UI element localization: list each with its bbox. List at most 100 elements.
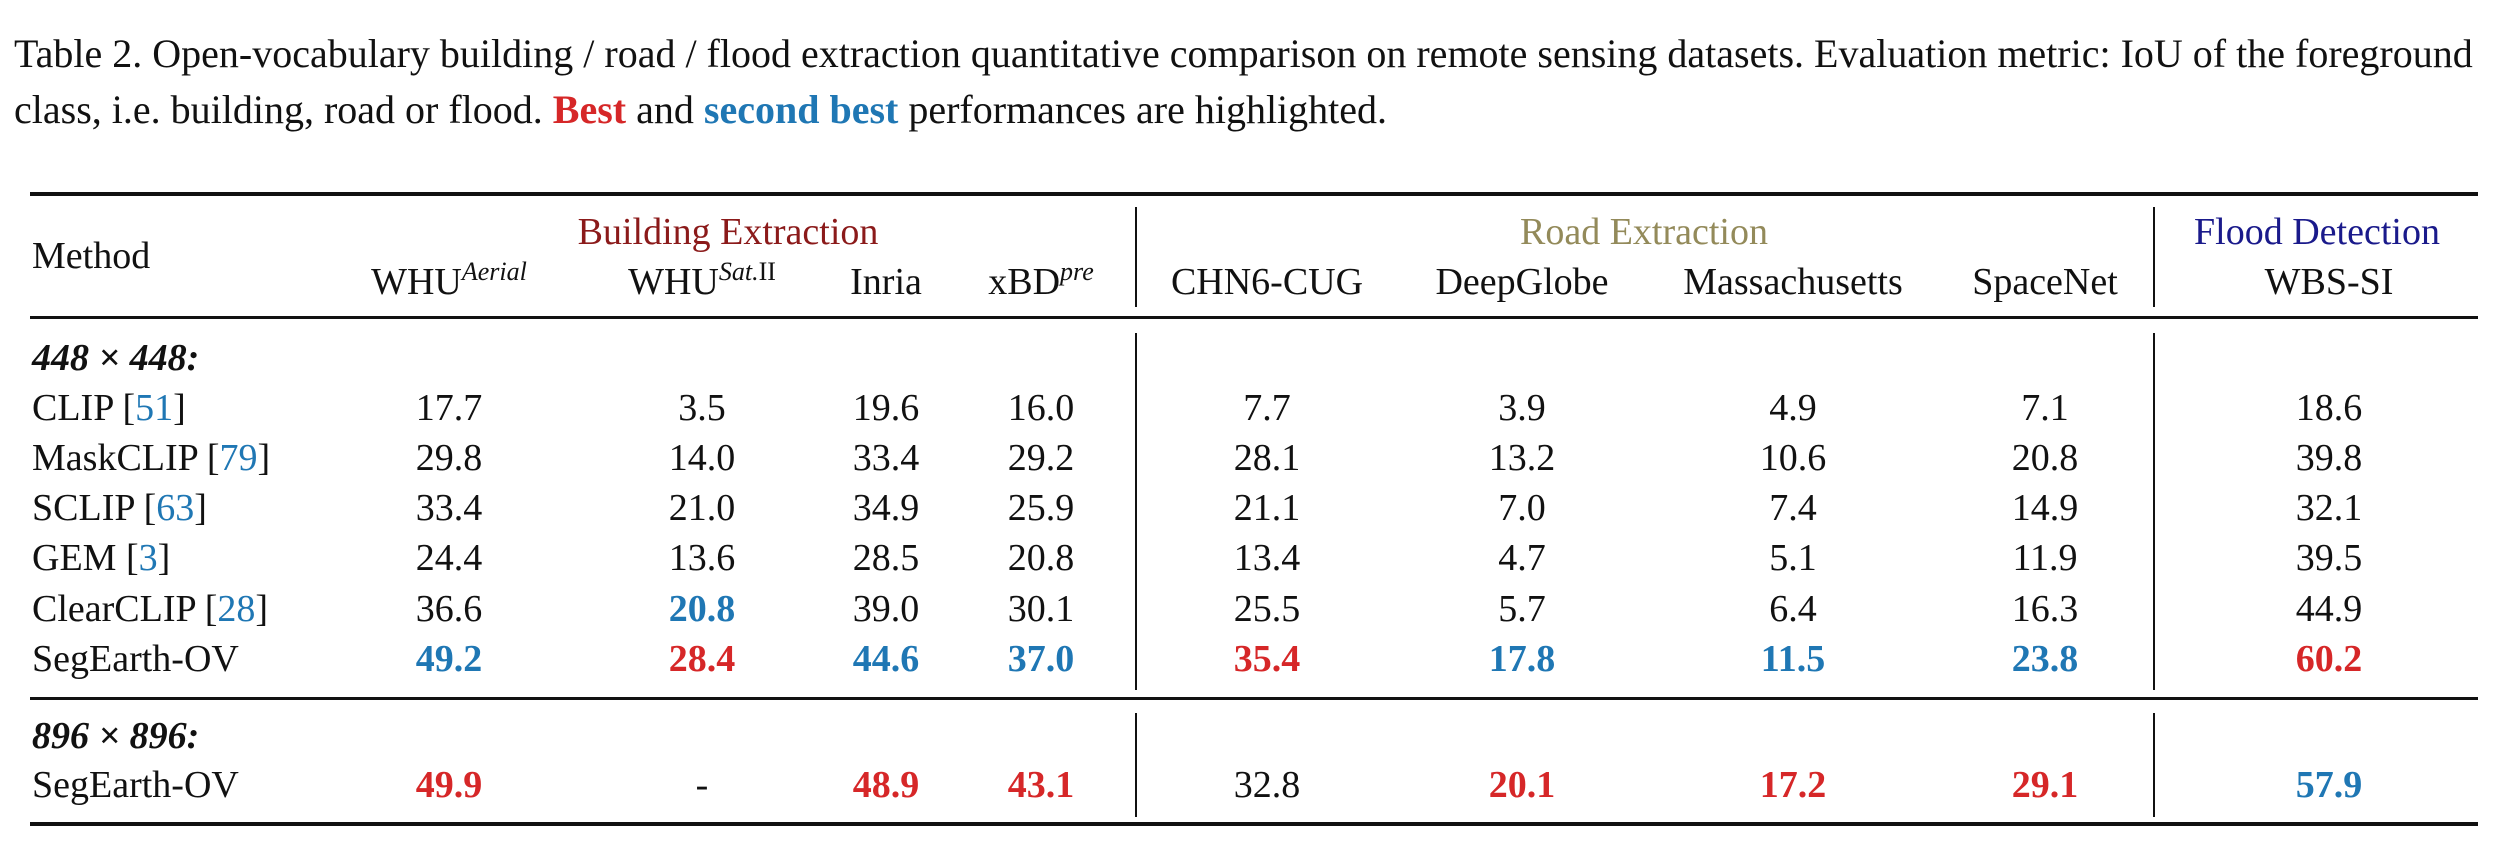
method-name: MaskCLIP [79] — [32, 436, 270, 480]
citation-bracket: ] — [255, 588, 269, 630]
table-cell: 7.0 — [1498, 487, 1546, 529]
table-cell: 25.5 — [1233, 588, 1301, 630]
method-name: GEM [3] — [32, 536, 170, 580]
method-header: Method — [32, 235, 151, 277]
table-cell: 7.7 — [1243, 387, 1291, 429]
group-separator — [2153, 333, 2155, 690]
table-cell: 57.9 — [2295, 764, 2363, 806]
col-header-inria: Inria — [850, 261, 922, 303]
col-header-whu-aerial: WHUAerial — [371, 259, 527, 304]
group-separator — [2153, 713, 2155, 817]
method-name: SegEarth-OV — [32, 637, 239, 681]
citation-link[interactable]: 51 — [135, 387, 174, 429]
table-cell: 33.4 — [852, 437, 920, 479]
caption-suffix: performances are highlighted. — [908, 87, 1388, 132]
table-cell: 17.8 — [1488, 638, 1556, 680]
table-cell: 5.1 — [1769, 537, 1817, 579]
table-cell: 11.9 — [2012, 537, 2078, 579]
table-cell: 4.7 — [1498, 537, 1546, 579]
building-extraction-group-header: Building Extraction — [577, 211, 879, 253]
group-separator — [1135, 333, 1137, 690]
caption-best-label: Best — [552, 87, 627, 132]
group-separator — [1135, 713, 1137, 817]
table-cell: 20.8 — [1007, 537, 1075, 579]
road-extraction-group-header: Road Extraction — [1520, 211, 1768, 253]
method-label: SCLIP — [32, 487, 135, 529]
citation-bracket: ] — [157, 537, 171, 579]
table-cell: 49.2 — [415, 638, 483, 680]
table-cell: 5.7 — [1498, 588, 1546, 630]
method-name: CLIP [51] — [32, 386, 186, 430]
caption-second-label: second best — [703, 87, 899, 132]
group-separator — [2153, 207, 2155, 307]
citation-link[interactable]: 28 — [217, 588, 256, 630]
table-cell: 16.3 — [2011, 588, 2079, 630]
citation-link[interactable]: 63 — [156, 487, 195, 529]
table-cell: 44.6 — [852, 638, 920, 680]
method-label: MaskCLIP — [32, 437, 198, 479]
citation-link[interactable]: 79 — [219, 437, 258, 479]
table-cell: 11.5 — [1760, 638, 1826, 680]
header-rule — [30, 316, 2478, 319]
citation-bracket: ] — [194, 487, 207, 529]
whu-aerial-base: WHU — [371, 261, 462, 303]
citation-bracket: [ — [116, 537, 139, 579]
method-label: ClearCLIP — [32, 588, 196, 630]
table-cell: 18.6 — [2295, 387, 2363, 429]
method-label: SegEarth-OV — [32, 764, 239, 806]
col-header-wbs-si: WBS-SI — [2264, 261, 2394, 303]
table-cell: 48.9 — [852, 764, 920, 806]
col-header-xbd: xBDpre — [988, 259, 1094, 304]
citation-bracket: [ — [134, 487, 157, 529]
flood-detection-group-header: Flood Detection — [2194, 211, 2440, 253]
table-cell: 20.8 — [2011, 437, 2079, 479]
table-cell: 6.4 — [1769, 588, 1817, 630]
method-name: ClearCLIP [28] — [32, 587, 268, 631]
caption-prefix: Table 2. Open-vocabulary building / road… — [14, 31, 2473, 132]
citation-bracket: [ — [197, 437, 220, 479]
citation-bracket: ] — [257, 437, 271, 479]
table-cell: 29.8 — [415, 437, 483, 479]
table-cell: 16.0 — [1007, 387, 1075, 429]
table-cell: 24.4 — [415, 537, 483, 579]
table-cell: 3.9 — [1498, 387, 1546, 429]
table-cell: 34.9 — [852, 487, 920, 529]
table-cell: 13.4 — [1233, 537, 1301, 579]
table-cell: 32.1 — [2295, 487, 2363, 529]
method-label: SegEarth-OV — [32, 638, 239, 680]
table-cell: 49.9 — [415, 764, 483, 806]
method-label: GEM — [32, 537, 117, 579]
table-cell: 28.4 — [668, 638, 736, 680]
whu-sat-superscript: Sat.II — [719, 257, 776, 286]
table-cell: 39.0 — [852, 588, 920, 630]
table-cell: 21.1 — [1233, 487, 1301, 529]
col-header-spacenet: SpaceNet — [1972, 261, 2118, 303]
citation-bracket: ] — [173, 387, 186, 429]
table-cell: 60.2 — [2295, 638, 2363, 680]
whu-sat-base: WHU — [628, 261, 719, 303]
table-cell: 7.1 — [2021, 387, 2069, 429]
xbd-base: xBD — [988, 261, 1061, 303]
table-cell: 36.6 — [415, 588, 483, 630]
table-cell: 28.5 — [852, 537, 920, 579]
table-cell: 33.4 — [415, 487, 483, 529]
table-cell: 44.9 — [2295, 588, 2363, 630]
table-cell: 29.1 — [2011, 764, 2079, 806]
section-label: 448 × 448: — [32, 337, 200, 379]
table-cell: 43.1 — [1007, 764, 1075, 806]
whu-sat-superscript-roman: II — [758, 257, 776, 286]
table-cell: 23.8 — [2011, 638, 2079, 680]
table-cell: 14.0 — [668, 437, 736, 479]
table-cell: 30.1 — [1007, 588, 1075, 630]
table-caption: Table 2. Open-vocabulary building / road… — [14, 26, 2494, 138]
section-rule — [30, 697, 2478, 700]
table-cell: 17.2 — [1759, 764, 1827, 806]
col-header-massachusetts: Massachusetts — [1683, 261, 1903, 303]
citation-bracket: [ — [112, 387, 136, 429]
col-header-whu-sat: WHUSat.II — [628, 257, 776, 304]
table-cell: 39.8 — [2295, 437, 2363, 479]
top-rule — [30, 192, 2478, 196]
citation-link[interactable]: 3 — [138, 537, 158, 579]
citation-bracket: [ — [195, 588, 218, 630]
table-cell: 14.9 — [2011, 487, 2079, 529]
